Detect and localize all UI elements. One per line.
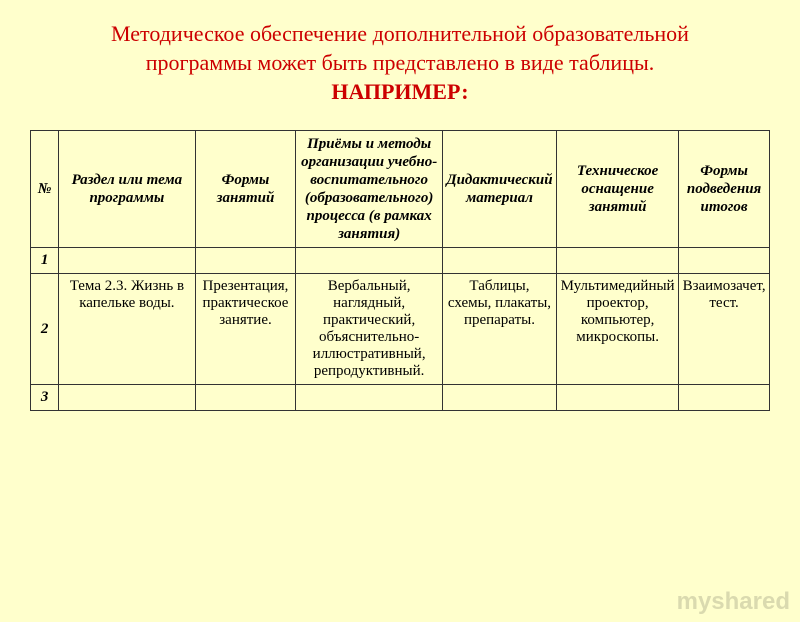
cell-topic [59, 248, 195, 274]
cell-didactic [442, 248, 556, 274]
header-tech: Техническое оснащение занятий [557, 131, 679, 248]
watermark: myshared [677, 588, 790, 616]
cell-didactic: Таблицы, схемы, плакаты, препараты. [442, 274, 556, 385]
title-line1: Методическое обеспечение дополнительной … [30, 20, 770, 49]
cell-topic [59, 385, 195, 411]
cell-num: 1 [31, 248, 59, 274]
header-forms: Формы занятий [195, 131, 296, 248]
cell-forms [195, 385, 296, 411]
cell-didactic [442, 385, 556, 411]
title-line2: программы может быть представлено в виде… [30, 49, 770, 78]
cell-forms [195, 248, 296, 274]
cell-tech: Мультимедийный проектор, компьютер, микр… [557, 274, 679, 385]
cell-results [679, 248, 770, 274]
cell-methods [296, 248, 442, 274]
table-row: 1 [31, 248, 770, 274]
header-topic: Раздел или тема программы [59, 131, 195, 248]
header-didactic: Дидактический материал [442, 131, 556, 248]
table-row: 2 Тема 2.3. Жизнь в капельке воды. Презе… [31, 274, 770, 385]
cell-results: Взаимозачет, тест. [679, 274, 770, 385]
header-num: № [31, 131, 59, 248]
cell-forms: Презентация, практическое занятие. [195, 274, 296, 385]
cell-methods [296, 385, 442, 411]
title-block: Методическое обеспечение дополнительной … [30, 20, 770, 105]
table-row: 3 [31, 385, 770, 411]
cell-results [679, 385, 770, 411]
header-results: Формы подведения итогов [679, 131, 770, 248]
cell-topic: Тема 2.3. Жизнь в капельке воды. [59, 274, 195, 385]
cell-tech [557, 248, 679, 274]
cell-tech [557, 385, 679, 411]
header-methods: Приёмы и методы организации учебно-воспи… [296, 131, 442, 248]
title-example: НАПРИМЕР: [30, 79, 770, 105]
cell-num: 2 [31, 274, 59, 385]
header-row: № Раздел или тема программы Формы заняти… [31, 131, 770, 248]
cell-methods: Вербальный, наглядный, практический, объ… [296, 274, 442, 385]
methodical-table: № Раздел или тема программы Формы заняти… [30, 130, 770, 411]
cell-num: 3 [31, 385, 59, 411]
